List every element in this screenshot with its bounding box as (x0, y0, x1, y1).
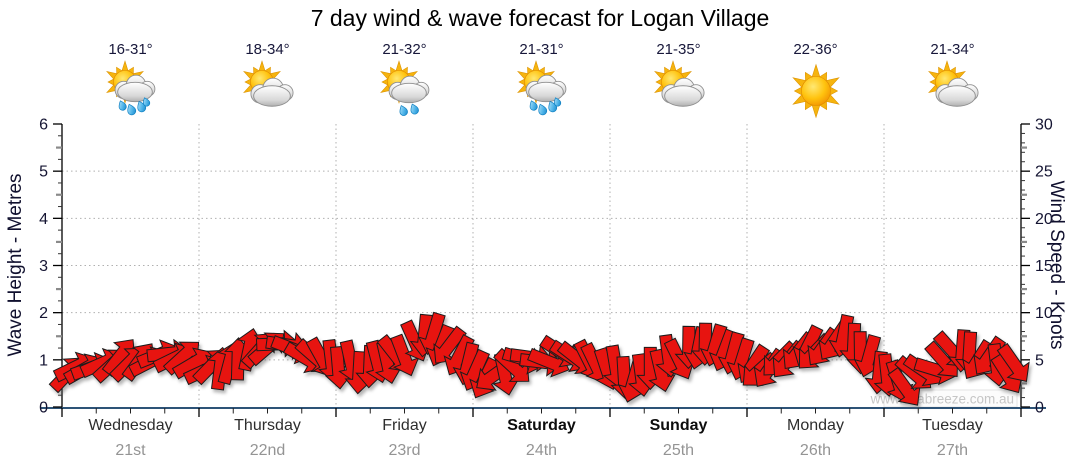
day-date-label: 21st (115, 442, 146, 459)
svg-text:25: 25 (1035, 164, 1053, 181)
page-title: 7 day wind & wave forecast for Logan Vil… (310, 5, 770, 31)
svg-text:5: 5 (1035, 352, 1044, 369)
svg-text:20: 20 (1035, 211, 1053, 228)
temperature-range: 21-32° (382, 41, 427, 58)
temperature-range: 16-31° (108, 41, 153, 58)
temperature-range: 18-34° (245, 41, 290, 58)
wind-arrow (648, 348, 676, 393)
temperature-range: 22-36° (793, 41, 838, 58)
svg-text:30: 30 (1035, 117, 1053, 134)
day-name-label: Saturday (507, 417, 576, 434)
svg-text:1: 1 (39, 352, 48, 369)
svg-text:5: 5 (39, 164, 48, 181)
svg-text:0: 0 (1035, 400, 1044, 417)
temperature-range: 21-35° (656, 41, 701, 58)
temperature-range: 21-31° (519, 41, 564, 58)
day-name-label: Friday (382, 417, 427, 434)
weather-icon-box (336, 60, 473, 127)
weather-icon-box (610, 60, 747, 127)
weather-icon-sun (791, 63, 840, 119)
day-date-label: 24th (525, 442, 558, 459)
day-name-label: Monday (787, 417, 844, 434)
weather-icon-box (62, 60, 199, 127)
wind-arrows (48, 311, 1030, 406)
weather-icon-sun-cloud (927, 60, 979, 107)
wind-arrow (996, 342, 1030, 383)
svg-text:4: 4 (39, 211, 48, 228)
svg-text:6: 6 (39, 117, 48, 134)
weather-icon-box (199, 60, 336, 127)
day-date-label: 26th (799, 442, 832, 459)
weather-icon-box (473, 60, 610, 127)
weather-icon-box (884, 60, 1021, 127)
weather-icon-sun-cloud-rain (516, 60, 566, 116)
wind-arrow (887, 366, 921, 406)
svg-text:10: 10 (1035, 305, 1053, 322)
svg-text:15: 15 (1035, 258, 1053, 275)
day-date-label: 23rd (388, 442, 421, 459)
temperature-range: 21-34° (930, 41, 975, 58)
day-date-label: 22nd (249, 442, 286, 459)
weather-icon-sun-cloud (242, 60, 294, 107)
weather-icon-sun-cloud-rain (105, 60, 155, 116)
wind-arrow (390, 333, 420, 377)
weather-icon-sun-cloud (653, 60, 705, 107)
weather-icon-box (747, 60, 884, 127)
axes: 0 1 2 3 4 5 6 0 5 10 15 20 25 30 (39, 117, 1053, 417)
day-name-label: Sunday (649, 417, 708, 434)
day-date-label: 27th (936, 442, 969, 459)
svg-text:0: 0 (39, 400, 48, 417)
wind-arrow (433, 325, 467, 364)
day-name-label: Thursday (234, 417, 301, 434)
svg-text:2: 2 (39, 305, 48, 322)
day-name-label: Wednesday (88, 417, 173, 434)
svg-text:3: 3 (39, 258, 48, 275)
day-date-label: 25th (662, 442, 695, 459)
day-name-label: Tuesday (922, 417, 983, 434)
weather-icon-sun-cloud-drizzle (379, 60, 429, 116)
